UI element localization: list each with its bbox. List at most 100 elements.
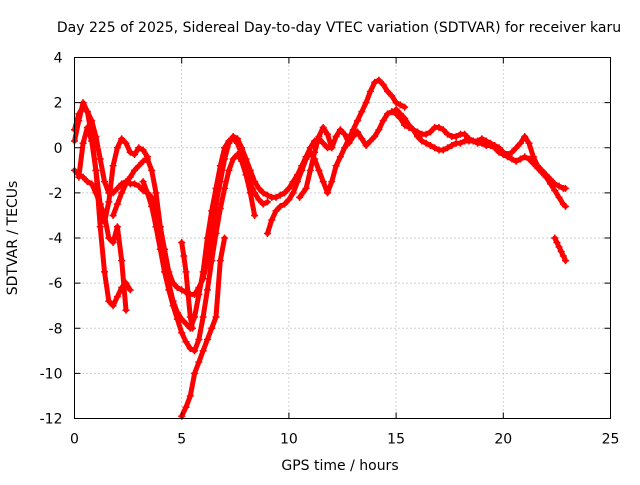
data-point [319,178,327,186]
data-point [246,189,254,197]
data-point [161,268,169,276]
data-point [561,184,569,192]
data-point [113,200,121,208]
data-point [281,189,289,197]
data-point [546,180,554,188]
data-point [92,189,100,197]
data-point [113,223,121,231]
data-point [109,211,117,219]
data-point [319,139,327,147]
data-point [409,126,417,134]
data-point [122,306,130,314]
data-point [225,137,233,145]
x-tick-label: 5 [177,432,186,448]
data-point [101,211,109,219]
data-point [105,234,113,242]
data-point [75,171,83,179]
data-point [148,202,156,210]
data-point [152,189,160,197]
data-point [79,103,87,111]
data-point [332,132,340,140]
data-point [148,166,156,174]
data-point [328,144,336,152]
data-point [225,166,233,174]
data-point [208,207,216,215]
data-point [422,130,430,138]
data-point [96,200,104,208]
data-point [542,173,550,181]
data-point [113,293,121,301]
data-point [516,155,524,163]
data-point [101,268,109,276]
series-layer [71,76,569,420]
data-point [315,166,323,174]
y-tick-label: -8 [49,321,63,337]
data-point [521,153,529,161]
data-point [105,297,113,305]
data-point [311,148,319,156]
data-point [392,99,400,107]
data-point [203,234,211,242]
data-point [178,286,186,294]
y-tick-label: -4 [49,231,63,247]
data-point [113,144,121,152]
data-point [561,202,569,210]
data-point [229,155,237,163]
data-point [358,135,366,143]
y-tick-label: -2 [49,186,63,202]
data-point [263,198,271,206]
y-tick-label: 2 [54,96,63,112]
series-track-6 [139,151,259,355]
data-point [551,234,559,242]
data-point [203,286,211,294]
data-point [439,126,447,134]
data-point [96,155,104,163]
x-tick-label: 15 [387,432,405,448]
data-point [298,166,306,174]
data-point [341,144,349,152]
data-point [456,139,464,147]
data-point [302,184,310,192]
data-point [379,117,387,125]
data-point [208,257,216,265]
data-point [233,139,241,147]
data-point [152,223,160,231]
data-point [126,173,134,181]
data-point [131,166,139,174]
data-point [379,81,387,89]
data-point [139,146,147,154]
data-point [122,180,130,188]
data-point [184,290,192,298]
data-point [285,196,293,204]
data-point [135,144,143,152]
data-point [336,153,344,161]
data-point [216,257,224,265]
data-point [431,144,439,152]
series-track-3 [71,166,130,314]
data-point [371,132,379,140]
data-point [478,139,486,147]
series-track-12 [551,234,569,265]
data-point [555,243,563,251]
data-point [272,207,280,215]
data-point [439,146,447,154]
data-point [362,99,370,107]
data-point [555,193,563,201]
data-point [221,144,229,152]
data-point [401,114,409,122]
series-track-9 [263,76,409,237]
y-axis-label: SDTVAR / TECUs [5,181,21,296]
data-point [452,132,460,140]
data-point [401,103,409,111]
data-point [276,202,284,210]
data-point [188,324,196,332]
data-point [96,223,104,231]
data-point [139,178,147,186]
data-point [448,141,456,149]
data-point [396,101,404,109]
data-point [444,130,452,138]
data-point [75,110,83,118]
data-point [251,211,259,219]
data-point [255,184,263,192]
data-point [444,144,452,152]
